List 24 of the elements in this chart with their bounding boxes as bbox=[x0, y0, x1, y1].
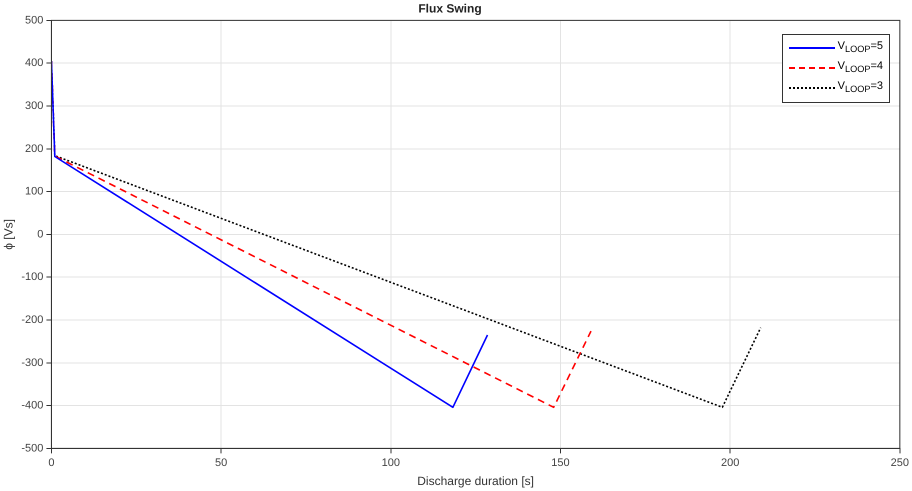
y-tick-label: -400 bbox=[21, 400, 44, 412]
x-tick-label: 200 bbox=[720, 457, 740, 470]
y-tick-label: 400 bbox=[25, 57, 44, 70]
legend-label: V$_{LOOP}$=3 bbox=[838, 79, 883, 97]
x-tick-label: 0 bbox=[48, 457, 54, 470]
legend-label: V$_{LOOP}$=5 bbox=[838, 39, 883, 56]
y-tick-label: -200 bbox=[21, 314, 44, 326]
y-tick-label: -100 bbox=[21, 271, 44, 284]
y-tick-label: -500 bbox=[21, 442, 44, 454]
y-tick-label: 200 bbox=[25, 142, 44, 155]
y-tick-label: -300 bbox=[21, 356, 44, 369]
chart-title: Flux Swing bbox=[418, 2, 482, 16]
x-tick-label: 100 bbox=[382, 457, 400, 470]
x-tick-label: 150 bbox=[551, 457, 570, 470]
y-tick-label: 500 bbox=[25, 14, 44, 26]
y-tick-label: 0 bbox=[37, 228, 44, 240]
y-tick-label: 300 bbox=[25, 100, 44, 112]
x-tick-label: 50 bbox=[214, 457, 228, 470]
y-axis-title: ϕ [Vs] bbox=[2, 219, 16, 250]
legend-label: V$_{LOOP}$=4 bbox=[838, 59, 883, 76]
x-axis-title: Discharge duration [s] bbox=[417, 474, 534, 488]
line-series bbox=[51, 60, 592, 408]
y-tick-label: 100 bbox=[25, 186, 44, 198]
x-tick-label: 250 bbox=[890, 457, 910, 470]
